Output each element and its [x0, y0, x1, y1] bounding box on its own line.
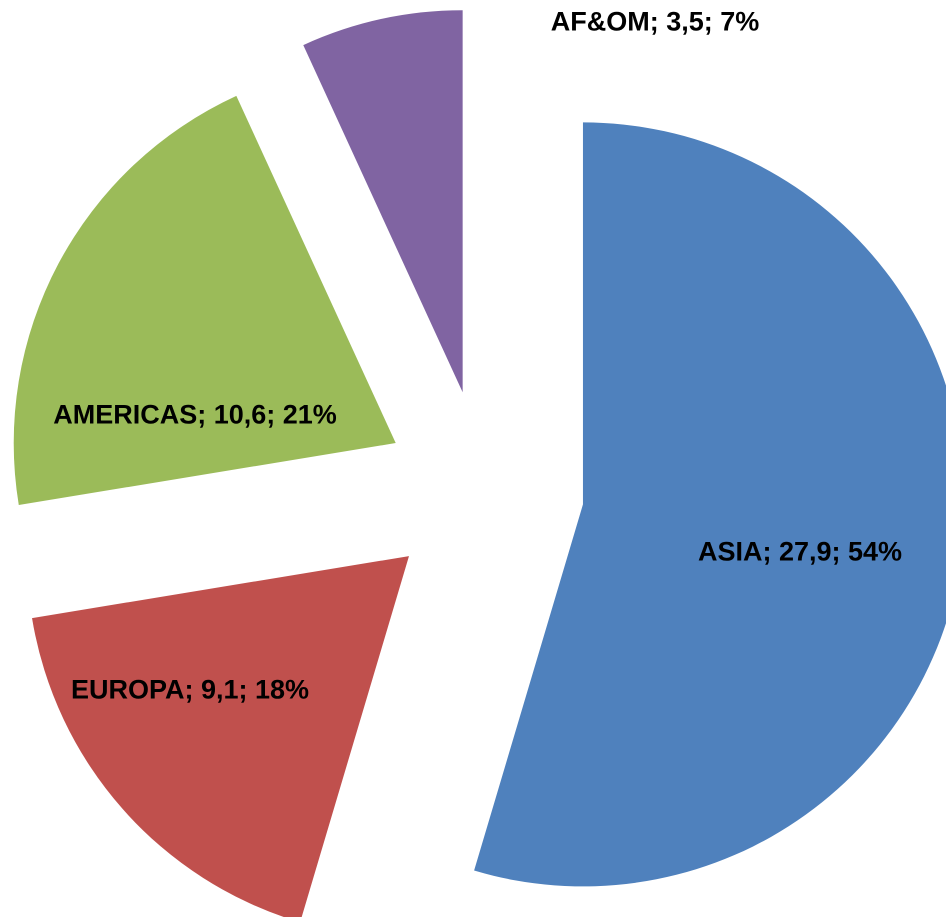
pie-slice [303, 10, 463, 393]
pie-slice [13, 95, 396, 506]
pie-slice [474, 122, 946, 887]
data-label: EUROPA; 9,1; 18% [70, 674, 310, 705]
data-label: ASIA; 27,9; 54% [697, 536, 903, 567]
data-label: AMERICAS; 10,6; 21% [53, 399, 337, 430]
data-label: AF&OM; 3,5; 7% [550, 6, 760, 37]
pie-slice [32, 556, 409, 917]
